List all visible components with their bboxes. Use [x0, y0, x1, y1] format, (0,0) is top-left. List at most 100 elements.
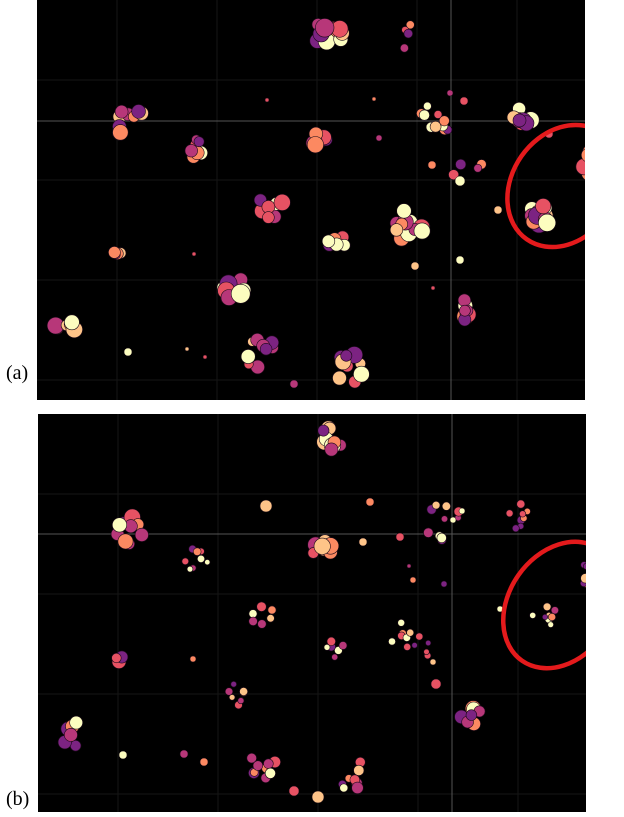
scatter-plot [38, 414, 586, 812]
data-point [538, 213, 557, 232]
data-point [184, 346, 190, 352]
data-point [431, 500, 441, 510]
data-point [262, 211, 275, 224]
data-point [112, 124, 129, 141]
data-point [409, 576, 417, 584]
data-point [186, 565, 194, 573]
data-point [411, 642, 418, 649]
data-point [332, 370, 347, 386]
data-point [193, 547, 202, 556]
data-point [340, 349, 353, 362]
highlight-ellipse [505, 122, 585, 250]
data-point [535, 198, 552, 215]
data-point [399, 43, 409, 53]
data-point [581, 148, 585, 162]
data-point [230, 681, 237, 688]
data-point [542, 602, 552, 612]
data-point [181, 557, 190, 566]
data-point [457, 293, 472, 307]
data-point [454, 175, 466, 187]
data-point [240, 349, 256, 364]
data-point [547, 613, 556, 622]
data-point [425, 640, 432, 647]
data-point [406, 563, 412, 569]
data-point [331, 653, 339, 661]
plot-background [38, 414, 586, 812]
data-point [108, 246, 121, 259]
data-point [473, 163, 483, 173]
data-point [516, 499, 526, 509]
data-point [423, 101, 432, 111]
data-point [263, 758, 274, 769]
data-point [455, 158, 467, 170]
panel-b: (b) [0, 414, 624, 817]
data-point [441, 501, 451, 511]
data-point [375, 134, 383, 142]
data-point [440, 580, 448, 588]
data-point [433, 110, 443, 119]
data-point [202, 354, 208, 360]
data-point [288, 785, 300, 797]
data-point [131, 104, 146, 119]
data-point [455, 255, 465, 265]
data-point [317, 424, 330, 437]
data-point [189, 655, 197, 663]
data-point [252, 760, 264, 771]
data-point [248, 616, 258, 626]
data-point [512, 113, 527, 128]
data-point [403, 28, 413, 39]
data-point [246, 752, 257, 764]
data-point [583, 562, 586, 570]
data-point [505, 509, 514, 518]
data-point [179, 749, 189, 759]
data-point [324, 442, 339, 457]
data-point [449, 516, 457, 524]
data-point [427, 160, 437, 170]
data-point [430, 678, 442, 690]
data-point [459, 304, 471, 317]
data-point [413, 222, 431, 240]
data-point [239, 687, 248, 696]
data-point [259, 499, 273, 513]
data-point [289, 379, 299, 389]
data-point [199, 757, 209, 767]
data-point [406, 628, 415, 637]
data-point [64, 314, 80, 331]
data-point [351, 781, 364, 795]
data-point [493, 205, 503, 215]
data-point [306, 136, 324, 154]
data-point [429, 120, 442, 133]
data-point [547, 621, 554, 628]
data-point [415, 632, 424, 641]
data-point [228, 694, 236, 701]
data-point [191, 251, 197, 257]
data-point [423, 527, 434, 538]
data-point [448, 169, 459, 181]
data-point [248, 609, 258, 619]
data-point [323, 644, 331, 651]
data-point [541, 614, 548, 621]
data-point [118, 750, 128, 760]
data-point [430, 285, 436, 291]
data-point [224, 687, 234, 696]
data-point [371, 96, 377, 102]
data-point [353, 365, 370, 383]
data-point [264, 767, 276, 779]
data-point [326, 636, 336, 646]
data-point [429, 658, 437, 666]
data-point [418, 109, 430, 121]
data-point [123, 347, 133, 357]
data-point [257, 619, 267, 629]
data-point [397, 619, 406, 627]
data-point [519, 510, 527, 518]
data-point [580, 573, 586, 584]
data-point [184, 144, 198, 158]
plot-background [37, 0, 585, 400]
data-point [267, 605, 277, 615]
data-point [230, 283, 251, 304]
data-point [69, 715, 84, 730]
data-point [64, 727, 78, 742]
data-point [389, 223, 404, 237]
scatter-plot [37, 0, 585, 400]
data-point [273, 193, 291, 211]
